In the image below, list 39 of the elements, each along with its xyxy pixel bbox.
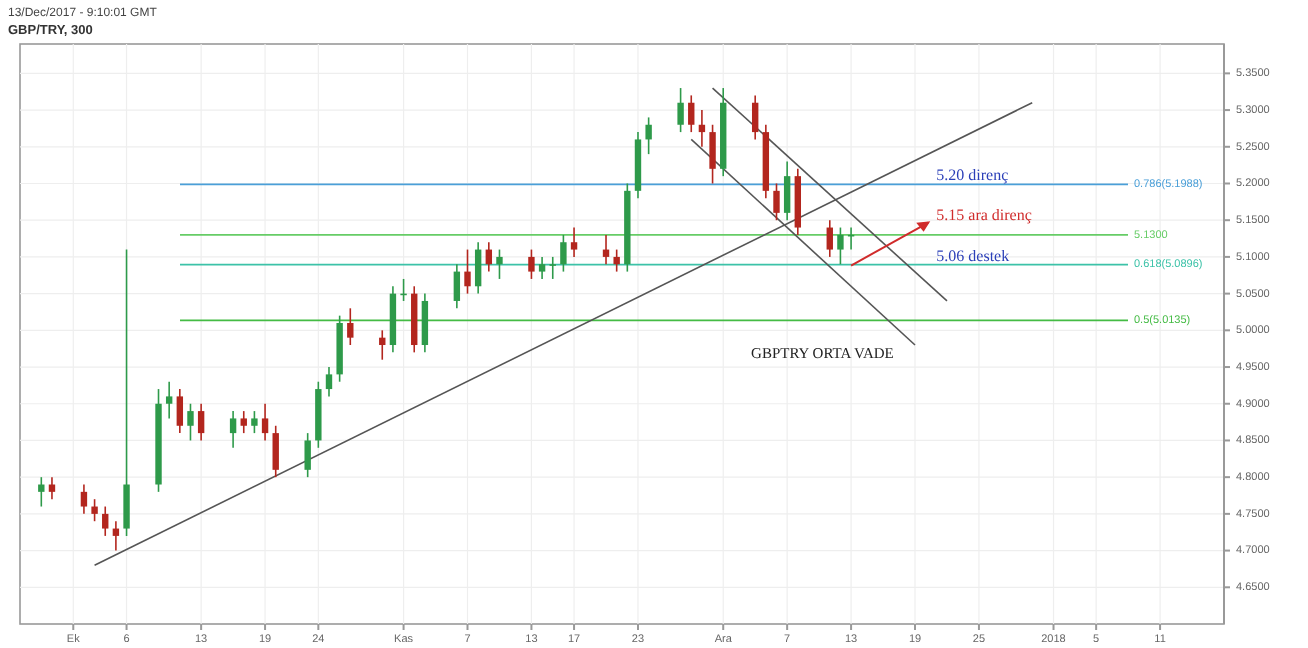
- candlestick: [197, 402, 205, 442]
- candlestick: [751, 94, 759, 141]
- candlestick: [496, 248, 503, 280]
- candlestick: [645, 116, 652, 155]
- candlestick: [80, 483, 88, 515]
- candlestick: [229, 410, 237, 449]
- candlestick: [688, 94, 695, 133]
- candlestick: [837, 226, 844, 266]
- candlestick: [251, 410, 258, 434]
- candlestick: [570, 226, 578, 258]
- candlestick: [304, 432, 311, 478]
- candlestick: [421, 292, 429, 354]
- candlestick: [474, 241, 482, 295]
- candlestick: [325, 366, 333, 398]
- candlestick: [187, 402, 194, 442]
- candlestick: [528, 248, 535, 280]
- candlestick: [826, 219, 833, 258]
- candlestick: [272, 424, 279, 478]
- candlestick: [783, 160, 791, 221]
- candlestick: [549, 256, 556, 280]
- candlestick: [176, 388, 184, 434]
- candlestick: [613, 248, 620, 273]
- candlestick: [773, 182, 780, 221]
- candlestick: [38, 476, 45, 508]
- annotation: 5.20 direnç: [936, 165, 1010, 184]
- annotation: 5.06 destek: [936, 246, 1010, 265]
- candlestick: [560, 234, 567, 273]
- candlestick: [677, 87, 684, 133]
- candlestick: [453, 263, 461, 310]
- candlestick: [91, 498, 98, 523]
- candlestick: [709, 123, 716, 185]
- candlestick: [102, 505, 109, 537]
- candlestick: [538, 256, 546, 280]
- candlestick: [261, 402, 269, 442]
- candlestick: [165, 380, 173, 420]
- annotation: 5.15 ara direnç: [936, 206, 1033, 225]
- candlestick: [347, 307, 354, 346]
- candlestick: [464, 248, 471, 295]
- candlestick: [240, 410, 247, 434]
